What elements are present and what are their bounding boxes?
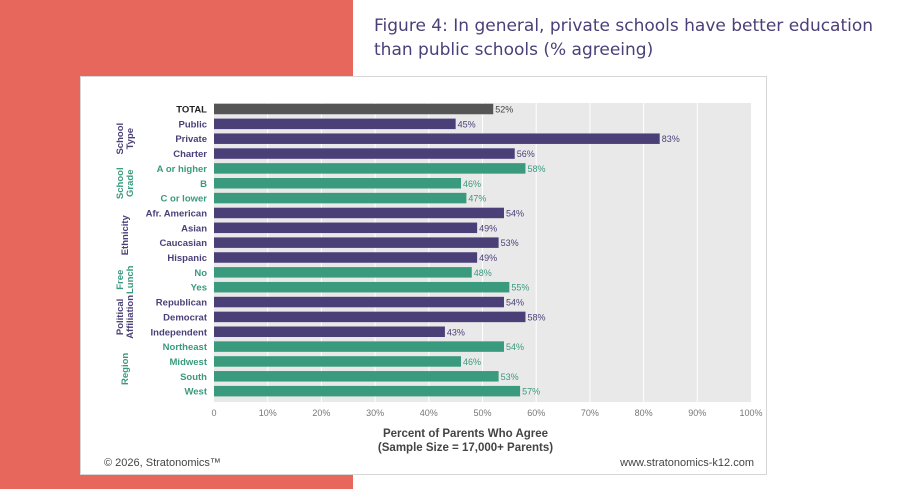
group-label: FreeLunch (115, 265, 136, 294)
category-label: Private (175, 134, 207, 145)
chart-card: 0 10% 20% 30% 40% 50% 60% 70% 80% 90% 100% TOTAL 52%… (80, 76, 767, 475)
value-label: 55% (511, 283, 529, 293)
bar (214, 326, 445, 337)
category-label: West (184, 387, 207, 398)
x-tick-label: 10% (259, 408, 277, 418)
x-axis-title: Percent of Parents Who Agree (383, 428, 548, 440)
value-label: 58% (527, 312, 545, 322)
x-tick-label: 70% (581, 408, 599, 418)
group-label: Ethnicity (120, 214, 131, 255)
value-label: 43% (447, 327, 465, 337)
category-label: Afr. American (146, 208, 208, 219)
value-label: 49% (479, 253, 497, 263)
x-tick-label: 80% (635, 408, 653, 418)
value-label: 49% (479, 223, 497, 233)
website-url: www.stratonomics-k12.com (620, 457, 754, 469)
bar (214, 237, 499, 248)
category-label: Midwest (170, 357, 208, 368)
x-tick-label: 20% (312, 408, 330, 418)
bar (214, 148, 515, 159)
bar (214, 133, 660, 144)
x-tick-label: 0 (211, 408, 216, 418)
x-tick-label: 60% (527, 408, 545, 418)
group-label: Region (120, 353, 131, 385)
category-label: Yes (191, 283, 207, 294)
bar (214, 267, 472, 278)
value-label: 58% (527, 164, 545, 174)
value-label: 57% (522, 387, 540, 397)
category-label: Republican (156, 298, 207, 309)
value-label: 53% (501, 238, 519, 248)
value-label: 54% (506, 208, 524, 218)
group-label: SchoolType (115, 123, 136, 155)
x-tick-label: 90% (688, 408, 706, 418)
category-label: Northeast (163, 342, 208, 353)
bar (214, 252, 478, 263)
bar (214, 356, 462, 367)
group-label: PoliticalAffiliation (115, 295, 136, 339)
category-label: Public (178, 119, 207, 130)
value-label: 46% (463, 179, 481, 189)
category-label: A or higher (157, 164, 208, 175)
category-label: TOTAL (176, 105, 207, 116)
category-label: South (180, 372, 207, 383)
value-label: 52% (495, 105, 513, 115)
value-label: 83% (662, 134, 680, 144)
value-label: 48% (474, 268, 492, 278)
category-label: C or lower (161, 194, 208, 205)
bar (214, 222, 478, 234)
bar (214, 281, 510, 293)
value-label: 47% (468, 194, 486, 204)
category-label: Hispanic (167, 253, 207, 264)
value-label: 53% (501, 372, 519, 382)
category-label: Democrat (163, 312, 208, 323)
bar-chart: 0 10% 20% 30% 40% 50% 60% 70% 80% 90% 100% TOTAL 52%… (115, 103, 763, 454)
bar (214, 371, 499, 382)
figure-title: Figure 4: In general, private schools ha… (374, 16, 874, 60)
value-label: 46% (463, 357, 481, 367)
x-tick-label: 50% (473, 408, 491, 418)
bar (214, 192, 467, 204)
bar (214, 207, 504, 219)
bar (214, 178, 462, 189)
category-label: No (194, 268, 207, 279)
category-label: Caucasian (159, 238, 207, 249)
category-label: Independent (151, 327, 208, 338)
value-label: 54% (506, 342, 524, 352)
x-tick-label: 40% (420, 408, 438, 418)
x-tick-label: 30% (366, 408, 384, 418)
bar (214, 311, 526, 323)
bar (214, 296, 504, 308)
bar (214, 118, 456, 130)
x-tick-label: 100% (739, 408, 762, 418)
value-label: 54% (506, 298, 524, 308)
x-axis-subtitle: (Sample Size = 17,000+ Parents) (378, 442, 553, 454)
value-label: 45% (458, 119, 476, 129)
category-label: Asian (181, 223, 207, 234)
bar (214, 163, 526, 174)
copyright: © 2026, Stratonomics™ (104, 457, 221, 469)
category-label: Charter (173, 149, 207, 160)
category-label: B (200, 179, 207, 190)
group-label: SchoolGrade (115, 167, 136, 199)
bar (214, 341, 504, 352)
value-label: 56% (517, 149, 535, 159)
bar (214, 385, 521, 397)
bar (214, 103, 494, 115)
